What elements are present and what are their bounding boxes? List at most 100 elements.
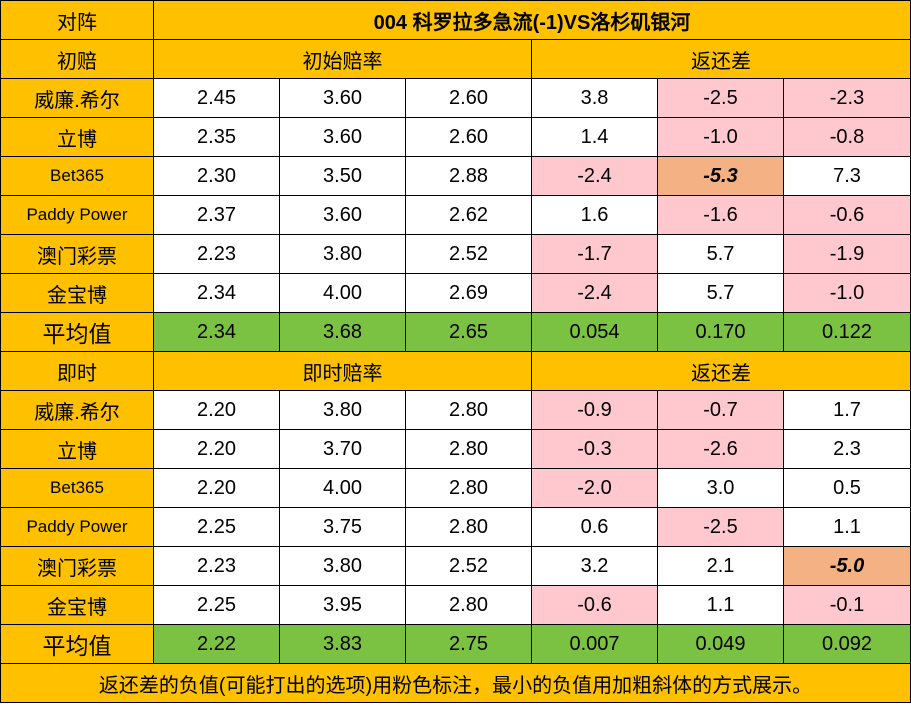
return-diff-value: -1.6 — [657, 195, 784, 235]
return-diff-value: -0.1 — [783, 585, 911, 625]
live-odds-section: 即时 即时赔率 返还差 威廉.希尔 2.20 3.80 2.80 -0.9 -0.7 1.7 立博 2… — [0, 351, 911, 664]
odds-value: 3.80 — [279, 390, 406, 430]
bookmaker-row: 金宝博 2.34 4.00 2.69 -2.4 5.7 -1.0 — [0, 273, 911, 313]
bookmaker-name: Bet365 — [0, 468, 154, 508]
odds-value: 3.60 — [279, 195, 406, 235]
return-diff-value: 7.3 — [783, 156, 911, 196]
bookmaker-row: 立博 2.35 3.60 2.60 1.4 -1.0 -0.8 — [0, 117, 911, 157]
odds-value: 3.50 — [279, 156, 406, 196]
odds-value: 2.52 — [405, 234, 532, 274]
return-diff-value: -2.4 — [531, 156, 658, 196]
return-diff-value: 1.4 — [531, 117, 658, 157]
live-return-header: 返还差 — [531, 351, 911, 391]
odds-value: 2.45 — [153, 78, 280, 118]
bookmaker-row: 威廉.希尔 2.20 3.80 2.80 -0.9 -0.7 1.7 — [0, 390, 911, 430]
return-diff-value: 5.7 — [657, 273, 784, 313]
bookmaker-name: 澳门彩票 — [0, 546, 154, 586]
return-diff-value: 2.1 — [657, 546, 784, 586]
odds-value: 2.30 — [153, 156, 280, 196]
return-diff-value: -2.5 — [657, 507, 784, 547]
average-label: 平均值 — [0, 624, 154, 664]
average-odds-value: 2.65 — [405, 312, 532, 352]
footer-row: 返还差的负值(可能打出的选项)用粉色标注，最小的负值用加粗斜体的方式展示。 — [0, 663, 911, 703]
odds-value: 2.80 — [405, 429, 532, 469]
odds-value: 2.20 — [153, 429, 280, 469]
return-diff-value: -2.4 — [531, 273, 658, 313]
return-diff-value: -0.9 — [531, 390, 658, 430]
odds-value: 3.60 — [279, 117, 406, 157]
average-label: 平均值 — [0, 312, 154, 352]
average-diff-value: 0.007 — [531, 624, 658, 664]
live-average-row: 平均值 2.22 3.83 2.75 0.007 0.049 0.092 — [0, 624, 911, 664]
odds-value: 3.60 — [279, 78, 406, 118]
odds-value: 2.88 — [405, 156, 532, 196]
return-diff-value: 1.1 — [657, 585, 784, 625]
bookmaker-name: 立博 — [0, 117, 154, 157]
odds-value: 2.25 — [153, 585, 280, 625]
return-diff-value: -0.3 — [531, 429, 658, 469]
odds-value: 2.23 — [153, 234, 280, 274]
average-diff-value: 0.092 — [783, 624, 911, 664]
odds-value: 2.69 — [405, 273, 532, 313]
average-odds-value: 2.34 — [153, 312, 280, 352]
bookmaker-row: 澳门彩票 2.23 3.80 2.52 -1.7 5.7 -1.9 — [0, 234, 911, 274]
initial-odds-section: 初赔 初始赔率 返还差 威廉.希尔 2.45 3.60 2.60 3.8 -2.5 -2.3 立博 2… — [0, 39, 911, 352]
return-diff-value: -1.0 — [657, 117, 784, 157]
return-diff-value: 1.7 — [783, 390, 911, 430]
initial-header-row: 初赔 初始赔率 返还差 — [0, 39, 911, 79]
odds-value: 2.37 — [153, 195, 280, 235]
odds-value: 2.20 — [153, 468, 280, 508]
bookmaker-row: Paddy Power 2.25 3.75 2.80 0.6 -2.5 1.1 — [0, 507, 911, 547]
average-odds-value: 2.22 — [153, 624, 280, 664]
bookmaker-name: 金宝博 — [0, 273, 154, 313]
return-diff-value: -2.3 — [783, 78, 911, 118]
odds-value: 3.95 — [279, 585, 406, 625]
title-row: 对阵 004 科罗拉多急流(-1)VS洛杉矶银河 — [0, 0, 911, 40]
corner-label: 对阵 — [0, 0, 154, 40]
odds-value: 2.62 — [405, 195, 532, 235]
odds-value: 2.52 — [405, 546, 532, 586]
bookmaker-row: 澳门彩票 2.23 3.80 2.52 3.2 2.1 -5.0 — [0, 546, 911, 586]
return-diff-value: 3.2 — [531, 546, 658, 586]
return-diff-value: -2.6 — [657, 429, 784, 469]
live-header-row: 即时 即时赔率 返还差 — [0, 351, 911, 391]
odds-value: 2.35 — [153, 117, 280, 157]
odds-value: 2.60 — [405, 117, 532, 157]
bookmaker-row: 金宝博 2.25 3.95 2.80 -0.6 1.1 -0.1 — [0, 585, 911, 625]
odds-value: 2.34 — [153, 273, 280, 313]
odds-value: 2.20 — [153, 390, 280, 430]
bookmaker-name: Paddy Power — [0, 507, 154, 547]
odds-value: 2.80 — [405, 585, 532, 625]
average-odds-value: 2.75 — [405, 624, 532, 664]
average-diff-value: 0.122 — [783, 312, 911, 352]
return-diff-value: -5.3 — [657, 156, 784, 196]
bookmaker-name: 威廉.希尔 — [0, 390, 154, 430]
bookmaker-name: Bet365 — [0, 156, 154, 196]
return-diff-value: 5.7 — [657, 234, 784, 274]
initial-section-label: 初赔 — [0, 39, 154, 79]
odds-value: 2.60 — [405, 78, 532, 118]
average-odds-value: 3.68 — [279, 312, 406, 352]
average-diff-value: 0.054 — [531, 312, 658, 352]
odds-value: 2.80 — [405, 468, 532, 508]
bookmaker-name: 金宝博 — [0, 585, 154, 625]
odds-value: 3.80 — [279, 546, 406, 586]
return-diff-value: -0.6 — [531, 585, 658, 625]
return-diff-value: -2.5 — [657, 78, 784, 118]
odds-value: 2.25 — [153, 507, 280, 547]
return-diff-value: 0.5 — [783, 468, 911, 508]
initial-return-header: 返还差 — [531, 39, 911, 79]
initial-average-row: 平均值 2.34 3.68 2.65 0.054 0.170 0.122 — [0, 312, 911, 352]
return-diff-value: -0.8 — [783, 117, 911, 157]
return-diff-value: -2.0 — [531, 468, 658, 508]
initial-odds-header: 初始赔率 — [153, 39, 532, 79]
return-diff-value: 0.6 — [531, 507, 658, 547]
return-diff-value: -0.6 — [783, 195, 911, 235]
return-diff-value: 1.1 — [783, 507, 911, 547]
bookmaker-row: 立博 2.20 3.70 2.80 -0.3 -2.6 2.3 — [0, 429, 911, 469]
bookmaker-name: 澳门彩票 — [0, 234, 154, 274]
return-diff-value: 3.8 — [531, 78, 658, 118]
return-diff-value: -0.7 — [657, 390, 784, 430]
average-odds-value: 3.83 — [279, 624, 406, 664]
